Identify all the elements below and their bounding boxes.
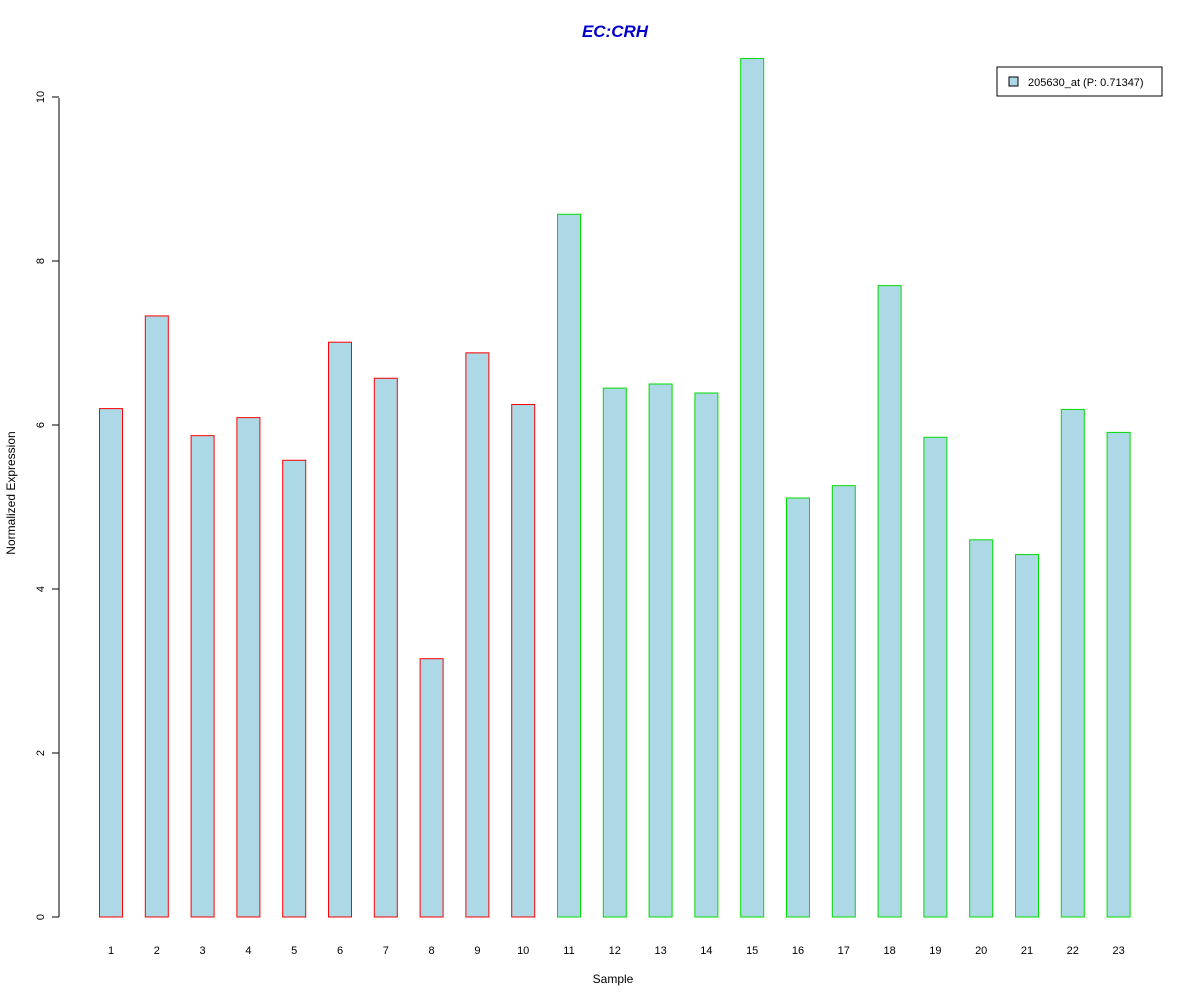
bars bbox=[99, 57, 1131, 918]
x-tick-label: 20 bbox=[975, 945, 987, 957]
x-tick-label: 3 bbox=[200, 945, 206, 957]
bar-sample-16 bbox=[786, 497, 810, 918]
y-tick-label: 6 bbox=[35, 422, 47, 428]
bar-sample-5 bbox=[282, 459, 307, 918]
bar-sample-8 bbox=[419, 658, 444, 918]
y-tick-label: 0 bbox=[35, 914, 47, 920]
x-tick-label: 11 bbox=[563, 945, 574, 957]
x-tick-label: 2 bbox=[154, 945, 160, 957]
y-axis: 0 2 4 6 8 10 bbox=[35, 91, 60, 920]
bar-sample-7 bbox=[373, 377, 398, 918]
x-tick-label: 23 bbox=[1112, 945, 1124, 957]
legend-swatch bbox=[1008, 76, 1019, 87]
x-tick-label: 5 bbox=[291, 945, 297, 957]
bar-sample-3 bbox=[190, 435, 215, 918]
bar-sample-2 bbox=[144, 315, 169, 918]
bar-sample-9 bbox=[465, 352, 490, 918]
legend-label: 205630_at (P: 0.71347) bbox=[1028, 77, 1144, 89]
bar-sample-19 bbox=[923, 436, 948, 918]
x-tick-label: 9 bbox=[474, 945, 480, 957]
bar-sample-10 bbox=[511, 404, 536, 918]
bar-sample-11 bbox=[557, 213, 581, 918]
x-tick-label: 15 bbox=[746, 945, 758, 957]
x-tick-label: 17 bbox=[838, 945, 850, 957]
x-tick-label: 16 bbox=[792, 945, 804, 957]
x-tick-label: 1 bbox=[108, 945, 114, 957]
x-tick-label: 4 bbox=[245, 945, 251, 957]
x-tick-label: 19 bbox=[929, 945, 941, 957]
bar-sample-13 bbox=[648, 383, 673, 918]
x-tick-label: 10 bbox=[517, 945, 529, 957]
bar-sample-21 bbox=[1015, 554, 1039, 918]
bar-sample-6 bbox=[328, 341, 352, 918]
y-tick-label: 2 bbox=[35, 750, 47, 756]
x-axis-label: Sample bbox=[593, 972, 634, 986]
x-tick-label: 18 bbox=[883, 945, 895, 957]
x-tick-label: 12 bbox=[609, 945, 621, 957]
chart-title: EC:CRH bbox=[582, 22, 649, 41]
legend-box bbox=[996, 66, 1163, 97]
bar-sample-15 bbox=[740, 57, 765, 918]
y-tick-label: 8 bbox=[35, 258, 47, 264]
bar-sample-1 bbox=[99, 408, 123, 918]
x-tick-label: 13 bbox=[654, 945, 666, 957]
x-tick-label: 8 bbox=[429, 945, 435, 957]
y-tick-label: 10 bbox=[35, 91, 47, 103]
x-tick-labels: 1 2 3 4 5 6 7 8 9 10 11 12 13 14 15 16 17 18 19 20 21 22 23 bbox=[108, 945, 1125, 957]
bar-sample-14 bbox=[694, 392, 719, 918]
x-tick-label: 6 bbox=[337, 945, 343, 957]
y-tick-label: 4 bbox=[35, 586, 47, 592]
bar-sample-18 bbox=[877, 285, 902, 918]
bar-sample-4 bbox=[236, 417, 261, 918]
bar-sample-12 bbox=[602, 387, 627, 918]
x-tick-label: 22 bbox=[1067, 945, 1079, 957]
bar-sample-22 bbox=[1060, 408, 1085, 918]
bar-sample-17 bbox=[831, 485, 856, 918]
x-tick-label: 21 bbox=[1021, 945, 1033, 957]
x-tick-label: 14 bbox=[700, 945, 712, 957]
legend: 205630_at (P: 0.71347) bbox=[996, 66, 1163, 97]
bar-sample-23 bbox=[1106, 431, 1131, 918]
bar-sample-20 bbox=[969, 539, 994, 918]
y-axis-label: Normalized Expression bbox=[4, 431, 18, 554]
x-tick-label: 7 bbox=[383, 945, 389, 957]
